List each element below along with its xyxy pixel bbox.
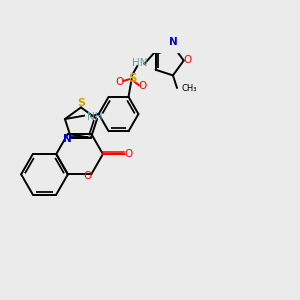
Text: CH₃: CH₃	[181, 84, 197, 93]
Text: S: S	[128, 72, 136, 86]
Text: O: O	[184, 55, 192, 64]
Text: S: S	[78, 98, 86, 109]
Text: NH: NH	[87, 112, 102, 122]
Text: O: O	[139, 81, 147, 91]
Text: N: N	[169, 37, 178, 46]
Text: HN: HN	[132, 58, 147, 68]
Text: O: O	[83, 171, 91, 181]
Text: O: O	[125, 149, 133, 159]
Text: O: O	[115, 76, 123, 86]
Text: N: N	[63, 134, 71, 144]
